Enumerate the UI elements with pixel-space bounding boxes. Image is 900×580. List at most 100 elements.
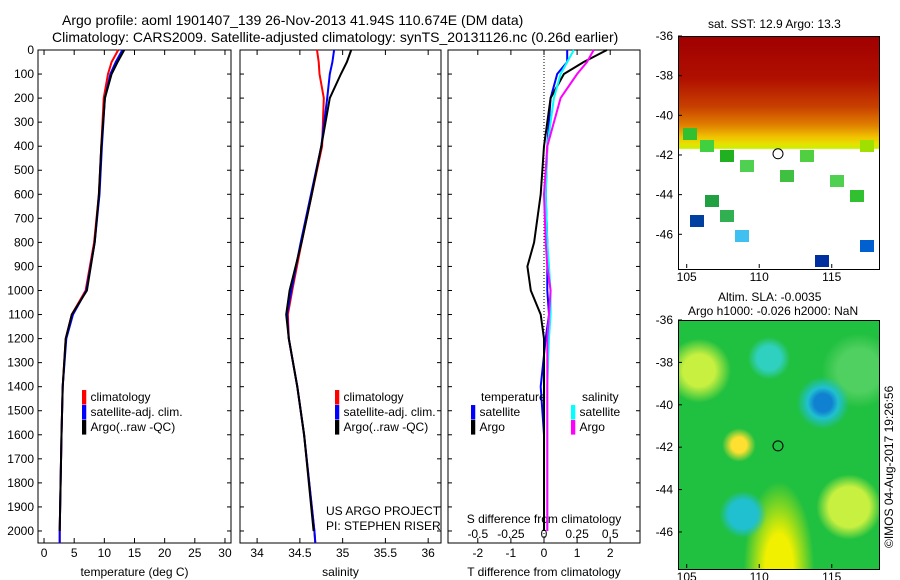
diff-legend-t-argo: ▌Argo bbox=[471, 420, 505, 434]
x2-tick-label: 0 bbox=[541, 527, 548, 541]
map-lat-label: -46 bbox=[656, 227, 674, 241]
map-lon-label: 110 bbox=[750, 270, 769, 284]
x-tick-label: 34.5 bbox=[288, 546, 312, 560]
sst-pixel-patch bbox=[780, 170, 794, 182]
sst-pixel-patch bbox=[850, 190, 864, 202]
credit-pi: PI: STEPHEN RISER bbox=[326, 519, 441, 533]
y-tick-label: 1200 bbox=[7, 332, 34, 346]
x-tick-label: 25 bbox=[188, 546, 202, 560]
legend2-satellite: ▌satellite-adj. clim. bbox=[335, 405, 436, 419]
x-tick-label: 2 bbox=[607, 546, 614, 560]
map-lon-label: 105 bbox=[677, 570, 697, 580]
series-line bbox=[542, 49, 595, 531]
series-line bbox=[58, 49, 126, 532]
x-tick-label: -1 bbox=[506, 546, 517, 560]
series-line bbox=[285, 49, 353, 532]
diff-legend-t-sat: ▌satellite bbox=[471, 405, 521, 419]
x-tick-label: 35 bbox=[336, 546, 350, 560]
plot-frame bbox=[239, 49, 442, 544]
sst-pixel-patch bbox=[830, 175, 844, 187]
sst-pixel-patch bbox=[700, 140, 714, 152]
y-tick-label: 600 bbox=[14, 187, 34, 201]
x-tick-label: -2 bbox=[472, 546, 483, 560]
y-tick-label: 1700 bbox=[7, 452, 34, 466]
legend-argo: ▌Argo(..raw -QC) bbox=[82, 420, 176, 434]
sst-pixel-patch bbox=[705, 195, 719, 207]
map2-title1: Altim. SLA: -0.0035 bbox=[718, 290, 822, 304]
y-tick-label: 1000 bbox=[7, 283, 34, 297]
sst-pixel-patch bbox=[800, 150, 814, 162]
sst-pixel-patch bbox=[690, 215, 704, 227]
x-tick-label: 36 bbox=[421, 546, 435, 560]
map2-title2: Argo h1000: -0.026 h2000: NaN bbox=[688, 304, 859, 318]
x-tick-label: 35.5 bbox=[374, 546, 398, 560]
series-line bbox=[526, 49, 608, 531]
x-axis-label: temperature (deg C) bbox=[80, 565, 188, 579]
title-line2: Climatology: CARS2009. Satellite-adjuste… bbox=[52, 29, 619, 45]
y-tick-label: 1600 bbox=[7, 428, 34, 442]
map-lon-label: 110 bbox=[750, 570, 769, 580]
map-lon-label: 115 bbox=[822, 570, 841, 580]
sst-pixel-patch bbox=[735, 230, 749, 242]
sst-pixel-patch bbox=[740, 160, 754, 172]
map-lat-label: -38 bbox=[656, 69, 674, 83]
y-tick-label: 300 bbox=[14, 115, 34, 129]
map-lat-label: -36 bbox=[656, 29, 674, 43]
y-tick-label: 500 bbox=[14, 163, 34, 177]
y-tick-label: 1300 bbox=[7, 356, 34, 370]
map-lat-label: -42 bbox=[656, 148, 674, 162]
y-tick-label: 400 bbox=[14, 139, 34, 153]
diff-legend-s-argo: ▌Argo bbox=[571, 420, 605, 434]
x2-tick-label: -0.25 bbox=[497, 527, 525, 541]
x-tick-label: 0 bbox=[41, 546, 48, 560]
argo-location-marker bbox=[772, 440, 784, 452]
map-lat-label: -40 bbox=[656, 108, 674, 122]
map-lat-label: -40 bbox=[656, 398, 674, 412]
legend-climatology: ▌climatology bbox=[82, 390, 151, 404]
x-tick-label: 5 bbox=[71, 546, 78, 560]
x-tick-label: 10 bbox=[98, 546, 112, 560]
sst-pixel-patch bbox=[720, 210, 734, 222]
y-tick-label: 200 bbox=[14, 91, 34, 105]
map-lat-label: -44 bbox=[656, 483, 674, 497]
sst-pixel-patch bbox=[860, 240, 874, 252]
title-line1: Argo profile: aoml 1901407_139 26-Nov-20… bbox=[62, 12, 524, 28]
y-tick-label: 1100 bbox=[8, 308, 34, 322]
x-tick-label: 30 bbox=[218, 546, 232, 560]
sst-pixel-patch bbox=[720, 150, 734, 162]
x-axis-label: T difference from climatology bbox=[467, 565, 621, 579]
sst-pixel-patch bbox=[860, 140, 874, 152]
x-tick-label: 34 bbox=[250, 546, 264, 560]
map-lat-label: -44 bbox=[656, 188, 674, 202]
x-tick-label: 15 bbox=[128, 546, 142, 560]
y-tick-label: 1500 bbox=[7, 404, 34, 418]
y-tick-label: 2000 bbox=[7, 524, 34, 538]
map-lon-label: 115 bbox=[822, 270, 841, 284]
map1-title: sat. SST: 12.9 Argo: 13.3 bbox=[708, 17, 841, 31]
y-tick-label: 100 bbox=[14, 67, 34, 81]
y-tick-label: 1400 bbox=[7, 380, 34, 394]
legend2-argo: ▌Argo(..raw -QC) bbox=[335, 420, 429, 434]
sst-pixel-patch bbox=[683, 128, 697, 140]
argo-location-marker bbox=[772, 148, 784, 160]
diff-legend-salinity: salinity bbox=[582, 390, 619, 404]
map-lat-label: -38 bbox=[656, 355, 674, 369]
map-lat-label: -42 bbox=[656, 440, 674, 454]
x-tick-label: 0 bbox=[541, 546, 548, 560]
x-tick-label: 20 bbox=[158, 546, 172, 560]
sst-pixel-patch bbox=[815, 255, 829, 267]
y-tick-label: 800 bbox=[14, 235, 34, 249]
sla-map bbox=[678, 320, 880, 570]
x2-tick-label: 0.25 bbox=[565, 527, 589, 541]
y-tick-label: 900 bbox=[14, 259, 34, 273]
x-tick-label: 1 bbox=[574, 546, 581, 560]
y-tick-label: 1800 bbox=[7, 476, 34, 490]
y-tick-label: 700 bbox=[14, 211, 34, 225]
x2-tick-label: 0.5 bbox=[602, 527, 619, 541]
y-tick-label: 1900 bbox=[7, 500, 34, 514]
x2-tick-label: -0.5 bbox=[467, 527, 488, 541]
map-lon-label: 105 bbox=[677, 270, 697, 284]
